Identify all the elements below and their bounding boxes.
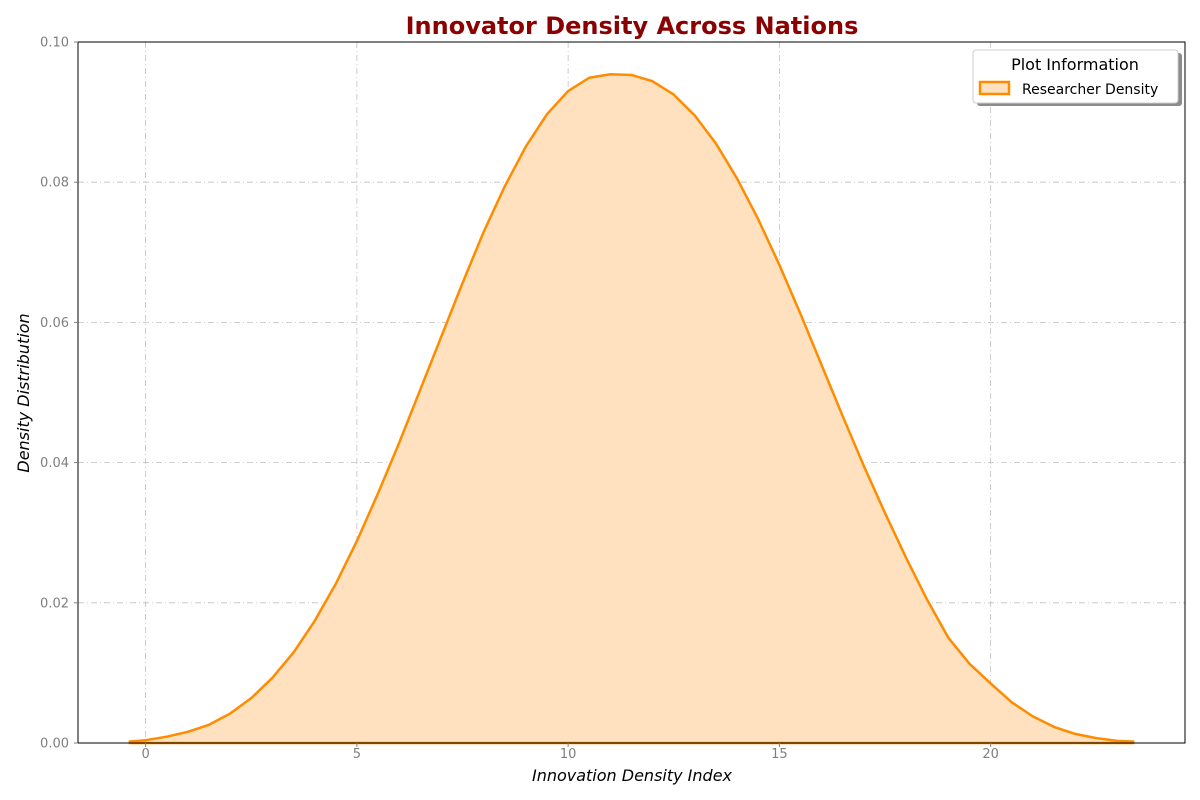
density-area-fill: [128, 74, 1135, 743]
density-point-46: [1095, 737, 1097, 739]
x-tick-label-1: 5: [353, 747, 361, 762]
density-point-42: [1011, 701, 1013, 703]
density-point-36: [884, 512, 886, 514]
density-point-4: [208, 724, 210, 726]
legend: Plot Information Researcher Density: [972, 49, 1182, 106]
tick-layer: 0 5 10 15 20 0.00 0.02 0.04 0.06 0.08 0.10: [40, 36, 999, 763]
density-point-30: [757, 218, 759, 220]
density-point-31: [778, 264, 780, 266]
density-line-researcher-density: [128, 73, 1135, 743]
density-point-12: [377, 492, 379, 494]
density-point-37: [905, 557, 907, 559]
y-tick-label-0: 0.00: [40, 737, 69, 752]
legend-label-researcher-density: Researcher Density: [1022, 82, 1158, 98]
density-point-2: [166, 736, 168, 738]
y-tick-label-5: 0.10: [40, 36, 69, 51]
density-point-23: [609, 73, 611, 75]
area-layer: [128, 73, 1135, 745]
density-point-17: [483, 231, 485, 233]
chart-title: Innovator Density Across Nations: [406, 12, 859, 40]
density-point-16: [461, 282, 463, 284]
legend-swatch-researcher-density: [978, 80, 1011, 96]
y-tick-label-3: 0.06: [40, 316, 69, 331]
density-point-38: [926, 599, 928, 601]
y-tick-label-4: 0.08: [40, 176, 69, 191]
density-point-21: [567, 90, 569, 92]
density-point-14: [419, 389, 421, 391]
density-point-48: [1133, 741, 1135, 743]
legend-box: [972, 49, 1179, 104]
density-point-11: [356, 540, 358, 542]
density-point-32: [800, 313, 802, 315]
density-point-28: [715, 143, 717, 145]
x-tick-label-3: 15: [771, 747, 788, 762]
density-point-34: [842, 415, 844, 417]
x-axis-title: Innovation Density Index: [532, 766, 733, 785]
density-point-19: [525, 145, 527, 147]
density-point-13: [398, 442, 400, 444]
density-point-41: [990, 682, 992, 684]
density-point-1: [145, 739, 147, 741]
y-tick-label-1: 0.02: [40, 596, 69, 611]
density-point-35: [863, 465, 865, 467]
density-point-44: [1053, 726, 1055, 728]
density-point-39: [947, 637, 949, 639]
y-axis-title: Density Distribution: [14, 313, 33, 472]
density-point-5: [229, 713, 231, 715]
density-point-26: [673, 94, 675, 96]
density-point-29: [736, 178, 738, 180]
density-point-3: [187, 731, 189, 733]
density-point-8: [292, 652, 294, 654]
density-point-0: [128, 741, 130, 743]
density-point-45: [1074, 733, 1076, 735]
x-tick-label-4: 20: [982, 747, 999, 762]
density-point-15: [440, 335, 442, 337]
x-tick-label-2: 10: [560, 747, 577, 762]
density-point-22: [588, 77, 590, 79]
y-tick-label-2: 0.04: [40, 456, 69, 471]
density-point-25: [652, 80, 654, 82]
legend-title: Plot Information: [1011, 55, 1139, 74]
density-point-47: [1116, 740, 1118, 742]
density-point-9: [314, 620, 316, 622]
x-tick-label-0: 0: [141, 747, 149, 762]
density-point-40: [969, 663, 971, 665]
density-point-20: [546, 113, 548, 115]
density-point-43: [1032, 715, 1034, 717]
density-point-7: [271, 677, 273, 679]
density-point-6: [250, 697, 252, 699]
density-point-10: [335, 583, 337, 585]
plot-frame: [77, 41, 1186, 744]
density-point-27: [694, 115, 696, 117]
density-point-24: [631, 74, 633, 76]
density-point-18: [504, 185, 506, 187]
density-point-33: [821, 364, 823, 366]
